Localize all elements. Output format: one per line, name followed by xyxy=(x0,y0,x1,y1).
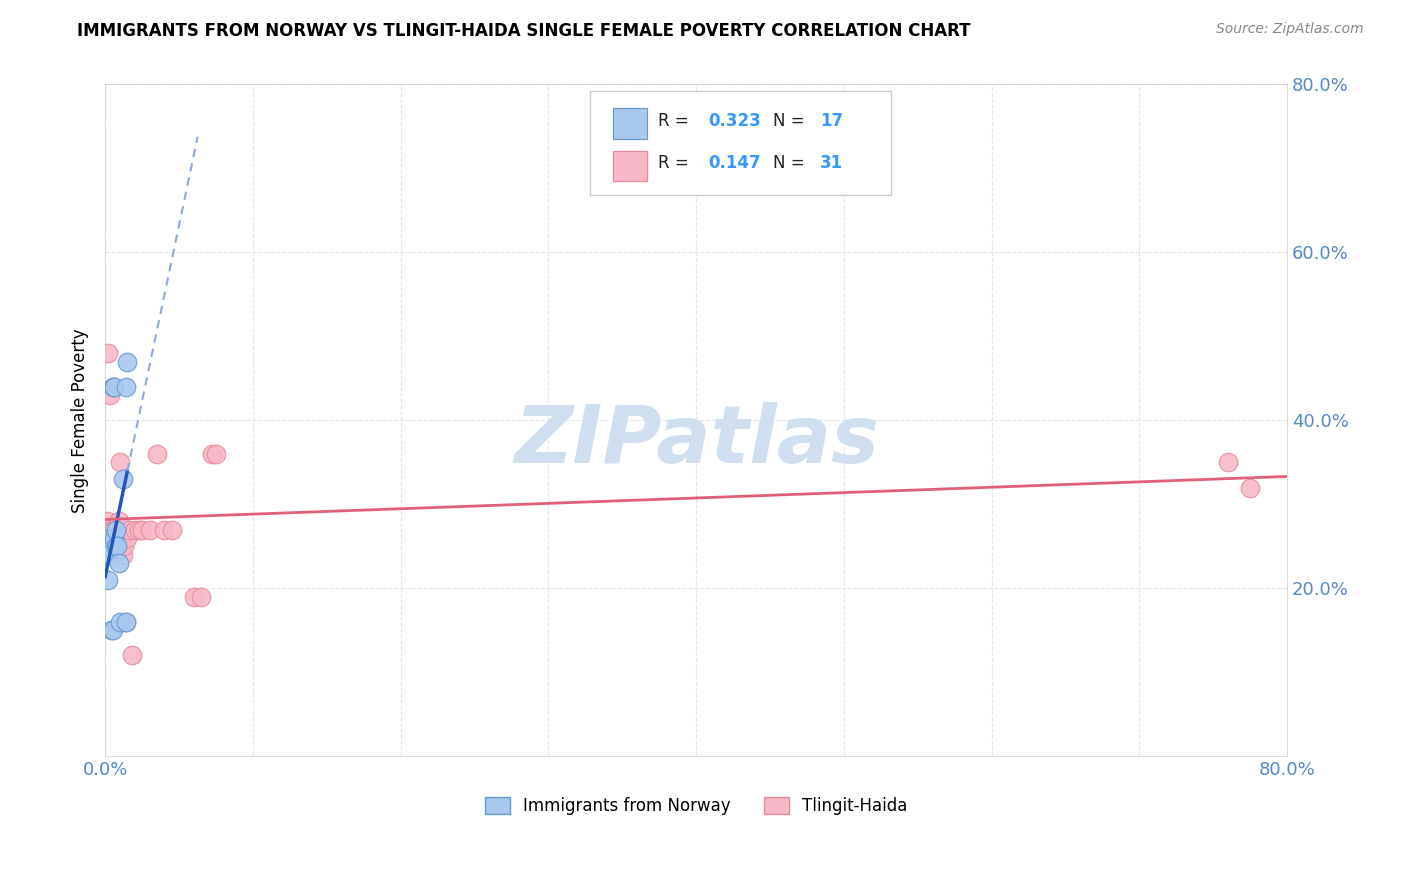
Point xyxy=(128,523,150,537)
Point xyxy=(97,346,120,360)
Point xyxy=(124,523,146,537)
Point xyxy=(111,472,134,486)
Point xyxy=(107,514,129,528)
Text: Source: ZipAtlas.com: Source: ZipAtlas.com xyxy=(1216,22,1364,37)
Point xyxy=(110,531,132,545)
Point xyxy=(1239,481,1261,495)
Point xyxy=(108,455,131,469)
Point xyxy=(100,523,122,537)
Point xyxy=(101,380,124,394)
Point xyxy=(138,523,160,537)
Point xyxy=(97,573,120,587)
Point xyxy=(103,380,125,394)
Text: R =: R = xyxy=(658,154,695,172)
Text: 31: 31 xyxy=(820,154,844,172)
Text: N =: N = xyxy=(773,112,810,129)
Point xyxy=(100,624,122,638)
Point xyxy=(190,590,212,604)
Point xyxy=(101,523,124,537)
Point xyxy=(146,447,169,461)
Point xyxy=(108,615,131,629)
Point xyxy=(107,556,129,570)
Text: 0.147: 0.147 xyxy=(709,154,761,172)
Text: IMMIGRANTS FROM NORWAY VS TLINGIT-HAIDA SINGLE FEMALE POVERTY CORRELATION CHART: IMMIGRANTS FROM NORWAY VS TLINGIT-HAIDA … xyxy=(77,22,970,40)
Legend: Immigrants from Norway, Tlingit-Haida: Immigrants from Norway, Tlingit-Haida xyxy=(478,790,914,822)
Point xyxy=(115,615,138,629)
Bar xyxy=(613,109,647,138)
Point xyxy=(112,539,135,553)
Point xyxy=(115,380,138,394)
Point xyxy=(105,539,128,553)
Point xyxy=(104,539,127,553)
Point xyxy=(96,514,118,528)
Point xyxy=(183,590,205,604)
Point xyxy=(105,539,128,553)
Bar xyxy=(613,151,647,181)
FancyBboxPatch shape xyxy=(589,91,891,195)
Point xyxy=(115,615,138,629)
Point xyxy=(117,531,139,545)
Text: 17: 17 xyxy=(820,112,844,129)
Text: ZIPatlas: ZIPatlas xyxy=(513,401,879,480)
Point xyxy=(117,354,139,368)
Point xyxy=(1216,455,1239,469)
Bar xyxy=(613,109,647,138)
Text: R =: R = xyxy=(658,112,695,129)
Point xyxy=(104,539,127,553)
Point xyxy=(160,523,183,537)
Point xyxy=(104,523,127,537)
Point xyxy=(98,531,121,545)
Y-axis label: Single Female Poverty: Single Female Poverty xyxy=(72,328,89,513)
Point xyxy=(103,380,125,394)
Point xyxy=(121,648,143,663)
Point xyxy=(96,548,118,562)
Point xyxy=(101,624,124,638)
Point xyxy=(103,531,125,545)
Point xyxy=(111,548,134,562)
Point xyxy=(118,523,141,537)
Point xyxy=(153,523,176,537)
Text: N =: N = xyxy=(773,154,810,172)
Text: 0.323: 0.323 xyxy=(709,112,761,129)
Point xyxy=(131,523,153,537)
Point xyxy=(103,523,125,537)
Bar xyxy=(613,151,647,181)
Point xyxy=(200,447,222,461)
Point xyxy=(98,388,121,402)
Point xyxy=(205,447,228,461)
